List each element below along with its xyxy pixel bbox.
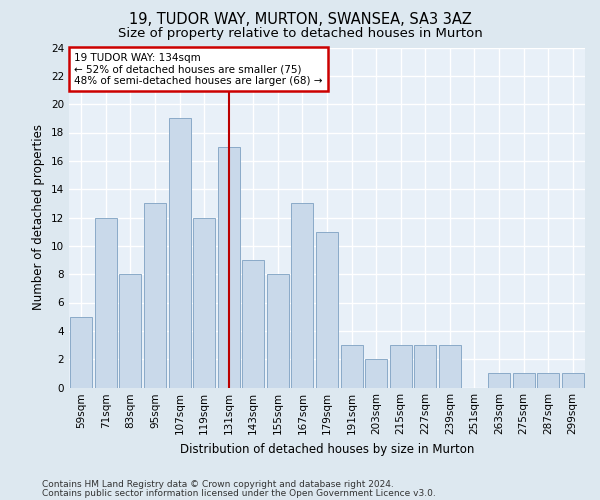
Bar (562, 374, 584, 388)
Bar (242, 260, 265, 388)
Bar (389, 345, 412, 388)
Bar (267, 274, 289, 388)
Bar (70, 316, 92, 388)
Bar (95, 218, 117, 388)
Text: 19, TUDOR WAY, MURTON, SWANSEA, SA3 3AZ: 19, TUDOR WAY, MURTON, SWANSEA, SA3 3AZ (128, 12, 472, 28)
Bar (488, 374, 510, 388)
Bar (169, 118, 191, 388)
Bar (365, 359, 387, 388)
Text: Contains HM Land Registry data © Crown copyright and database right 2024.: Contains HM Land Registry data © Crown c… (42, 480, 394, 489)
Bar (341, 345, 362, 388)
Text: Contains public sector information licensed under the Open Government Licence v3: Contains public sector information licen… (42, 488, 436, 498)
Bar (512, 374, 535, 388)
Bar (193, 218, 215, 388)
Bar (414, 345, 436, 388)
Bar (316, 232, 338, 388)
Bar (119, 274, 142, 388)
Text: 19 TUDOR WAY: 134sqm
← 52% of detached houses are smaller (75)
48% of semi-detac: 19 TUDOR WAY: 134sqm ← 52% of detached h… (74, 52, 323, 86)
Bar (537, 374, 559, 388)
X-axis label: Distribution of detached houses by size in Murton: Distribution of detached houses by size … (180, 443, 474, 456)
Bar (144, 204, 166, 388)
Y-axis label: Number of detached properties: Number of detached properties (32, 124, 46, 310)
Text: Size of property relative to detached houses in Murton: Size of property relative to detached ho… (118, 28, 482, 40)
Bar (218, 146, 240, 388)
Bar (292, 204, 313, 388)
Bar (439, 345, 461, 388)
